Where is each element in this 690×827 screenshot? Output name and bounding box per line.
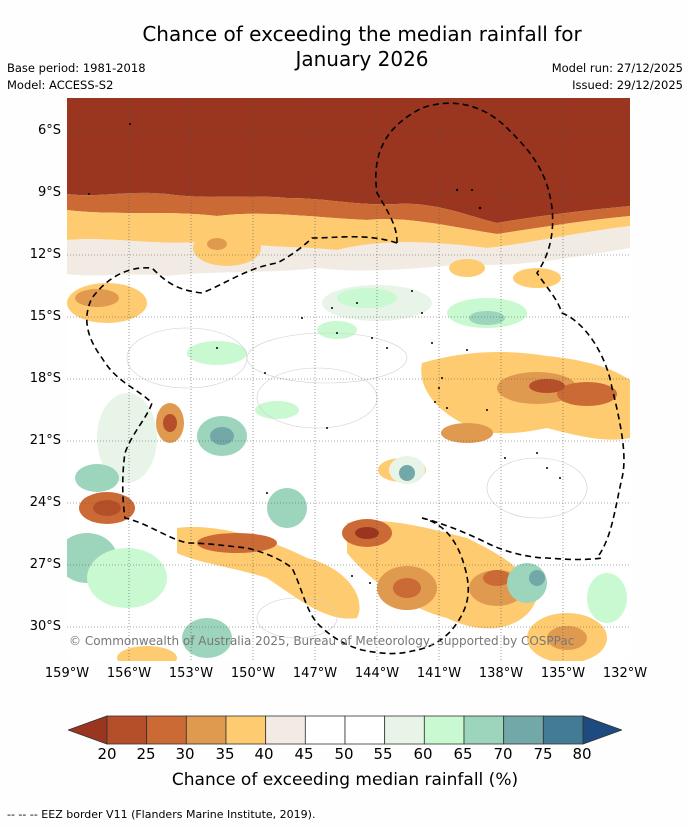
chart-title: Chance of exceeding the median rainfall …	[62, 22, 662, 72]
colorbar-tick: 70	[493, 745, 513, 763]
lon-label: 138°W	[478, 666, 524, 681]
colorbar-tick: 45	[294, 745, 314, 763]
colorbar-tick: 35	[215, 745, 235, 763]
lat-label: 30°S	[29, 619, 61, 634]
meta-right: Model run: 27/12/2025 Issued: 29/12/2025	[552, 60, 683, 94]
lat-label: 12°S	[29, 247, 61, 262]
lat-label: 15°S	[29, 309, 61, 324]
colorbar-swatch	[463, 715, 505, 745]
colorbar-swatch	[185, 715, 227, 745]
lat-label: 6°S	[37, 123, 61, 138]
lat-label: 27°S	[29, 557, 61, 572]
copyright-note: © Commonwealth of Australia 2025, Bureau…	[69, 634, 575, 648]
lon-label: 141°W	[416, 666, 462, 681]
colorbar-extension-low	[68, 715, 108, 745]
model-run: Model run: 27/12/2025	[551, 61, 683, 75]
colorbar-tick: 80	[572, 745, 592, 763]
colorbar-tick: 65	[453, 745, 473, 763]
lon-label: 144°W	[354, 666, 400, 681]
colorbar-swatch	[265, 715, 306, 745]
colorbar-swatch	[542, 715, 584, 745]
colorbar-tick: 20	[97, 745, 117, 763]
colorbar-label: Chance of exceeding median rainfall (%)	[171, 770, 519, 790]
colorbar-swatch	[146, 715, 187, 745]
colorbar-swatch	[225, 715, 267, 745]
colorbar-swatch	[503, 715, 544, 745]
colorbar-tick: 30	[175, 745, 195, 763]
title-line-1: Chance of exceeding the median rainfall …	[142, 22, 582, 46]
colorbar-tick: 75	[533, 745, 553, 763]
lat-label: 21°S	[29, 433, 61, 448]
lon-label: 159°W	[44, 666, 90, 681]
lon-label: 135°W	[540, 666, 586, 681]
colorbar-tick: 60	[413, 745, 433, 763]
lon-label: 150°W	[230, 666, 276, 681]
base-period: Base period: 1981-2018	[7, 61, 146, 75]
lat-label: 18°S	[29, 371, 61, 386]
colorbar-tick: 50	[334, 745, 354, 763]
lon-label: 147°W	[292, 666, 338, 681]
colorbar	[68, 715, 622, 745]
colorbar-extension-high	[582, 715, 622, 745]
colorbar-swatch	[106, 715, 148, 745]
eez-legend-note: -- -- -- EEZ border V11 (Flanders Marine…	[7, 808, 316, 821]
colorbar-tick: 40	[254, 745, 274, 763]
colorbar-swatch	[384, 715, 425, 745]
lon-label: 132°W	[602, 666, 648, 681]
rainfall-map	[67, 98, 630, 661]
map-canvas	[67, 98, 630, 661]
title-line-2: January 2026	[295, 47, 429, 71]
lat-label: 9°S	[37, 185, 61, 200]
lon-label: 156°W	[106, 666, 152, 681]
colorbar-swatch	[304, 715, 346, 745]
model-name: Model: ACCESS-S2	[7, 78, 114, 92]
colorbar-swatch	[423, 715, 465, 745]
colorbar-tick: 55	[373, 745, 393, 763]
lon-label: 153°W	[168, 666, 214, 681]
colorbar-tick: 25	[136, 745, 156, 763]
issued-date: Issued: 29/12/2025	[572, 78, 683, 92]
meta-left: Base period: 1981-2018 Model: ACCESS-S2	[7, 60, 146, 94]
colorbar-swatch	[344, 715, 386, 745]
lat-label: 24°S	[29, 495, 61, 510]
